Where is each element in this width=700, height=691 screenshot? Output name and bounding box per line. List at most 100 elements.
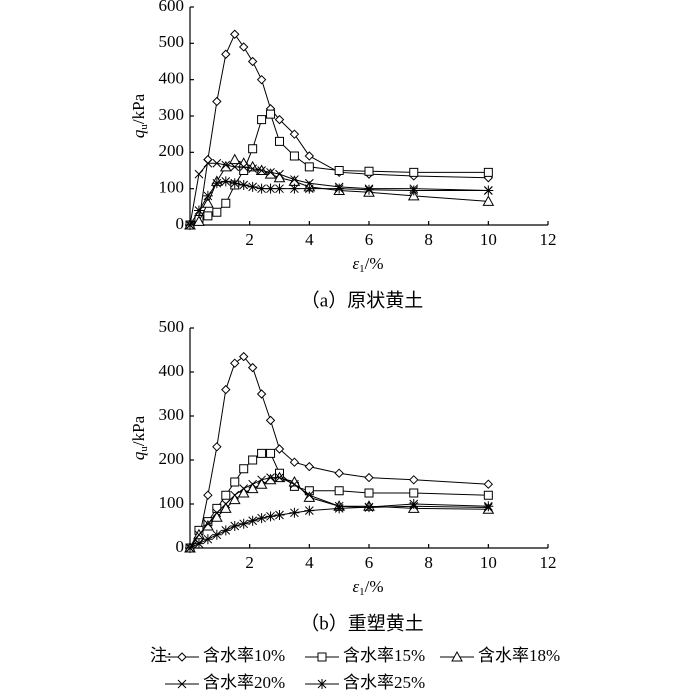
y-label-unit: /kPa [129, 415, 148, 446]
data-point [483, 490, 493, 500]
x-label-subscript: 1 [359, 586, 365, 598]
data-point [193, 215, 205, 226]
data-point [203, 158, 213, 168]
legend-marker [177, 652, 187, 662]
data-point [264, 473, 277, 485]
data-point [220, 176, 231, 187]
data-point [408, 185, 419, 196]
data-point [290, 479, 299, 489]
legend-label: 含水率25% [343, 673, 425, 691]
data-point [483, 501, 494, 512]
x-axis-label: ε1/% [352, 254, 383, 275]
y-label-symbol: q [129, 451, 148, 460]
x-axis-label: ε1/% [352, 577, 383, 598]
data-point [255, 478, 268, 489]
data-point [185, 543, 195, 553]
data-point [230, 29, 240, 39]
data-point [185, 220, 195, 230]
data-point [193, 538, 204, 549]
data-point [230, 490, 240, 500]
y-tick-label: 400 [159, 69, 185, 88]
data-point [212, 158, 222, 168]
data-point [265, 511, 276, 522]
data-point [220, 525, 231, 536]
x-label-symbol: ε [352, 577, 359, 596]
data-point [304, 162, 314, 172]
data-point [221, 384, 231, 395]
data-point [237, 486, 250, 498]
data-point [247, 362, 258, 373]
y-tick-label: 600 [159, 0, 185, 15]
data-point [211, 529, 222, 540]
data-point [334, 166, 344, 175]
data-point [221, 490, 231, 500]
data-point [239, 484, 249, 493]
x-tick-label: 8 [424, 230, 433, 249]
data-point [212, 207, 222, 217]
data-point [266, 448, 276, 458]
data-point [364, 184, 374, 195]
data-point [202, 519, 214, 531]
data-point [364, 488, 374, 498]
data-point [303, 491, 316, 502]
data-point [230, 477, 240, 487]
data-point [364, 472, 374, 483]
data-point [230, 358, 240, 368]
legend-label: 含水率18% [478, 646, 560, 665]
data-point [304, 490, 314, 500]
data-point [248, 164, 258, 174]
data-point [266, 167, 275, 177]
legend-label: 含水率20% [203, 673, 285, 691]
data-point [229, 178, 240, 189]
data-point [219, 160, 232, 172]
y-tick-label: 0 [176, 537, 185, 556]
data-point [221, 499, 231, 509]
data-point [257, 448, 267, 458]
data-point [483, 479, 494, 489]
series-line [189, 355, 489, 549]
y-label-subscript: u [138, 124, 150, 130]
data-point [304, 151, 315, 161]
data-point [266, 109, 276, 119]
data-point [228, 493, 241, 505]
data-point [203, 490, 213, 500]
y-axis-label: qu/kPa [129, 415, 150, 460]
data-point [238, 518, 249, 529]
data-point [230, 162, 240, 172]
data-point [409, 488, 419, 498]
data-point [248, 479, 258, 489]
data-point [228, 153, 241, 165]
caption: （b）重塑黄土 [300, 612, 424, 634]
data-point [408, 499, 419, 509]
data-point [212, 96, 222, 107]
data-point [246, 482, 259, 494]
data-point [275, 136, 284, 146]
data-point [203, 519, 213, 529]
data-point [304, 461, 315, 472]
data-point [229, 521, 240, 531]
data-point [257, 166, 266, 175]
data-point [334, 468, 344, 478]
y-tick-label: 300 [159, 405, 185, 424]
data-point [221, 198, 231, 208]
x-label-subscript: 1 [359, 263, 365, 275]
data-point [256, 74, 267, 85]
legend-label: 含水率15% [343, 646, 425, 665]
data-point [248, 144, 258, 154]
legend-marker [451, 650, 463, 662]
data-point [238, 42, 249, 52]
y-tick-label: 0 [176, 214, 185, 233]
x-tick-label: 12 [540, 553, 557, 572]
data-point [247, 56, 258, 67]
data-point [334, 183, 345, 194]
data-point [483, 167, 493, 177]
x-tick-label: 12 [540, 230, 557, 249]
x-tick-label: 2 [245, 230, 254, 249]
x-label-unit: /% [365, 254, 384, 273]
data-point [289, 151, 299, 161]
data-point [265, 415, 276, 426]
data-point [212, 508, 222, 518]
data-point [219, 502, 232, 513]
y-tick-label: 100 [159, 493, 185, 512]
x-tick-label: 4 [305, 553, 314, 572]
